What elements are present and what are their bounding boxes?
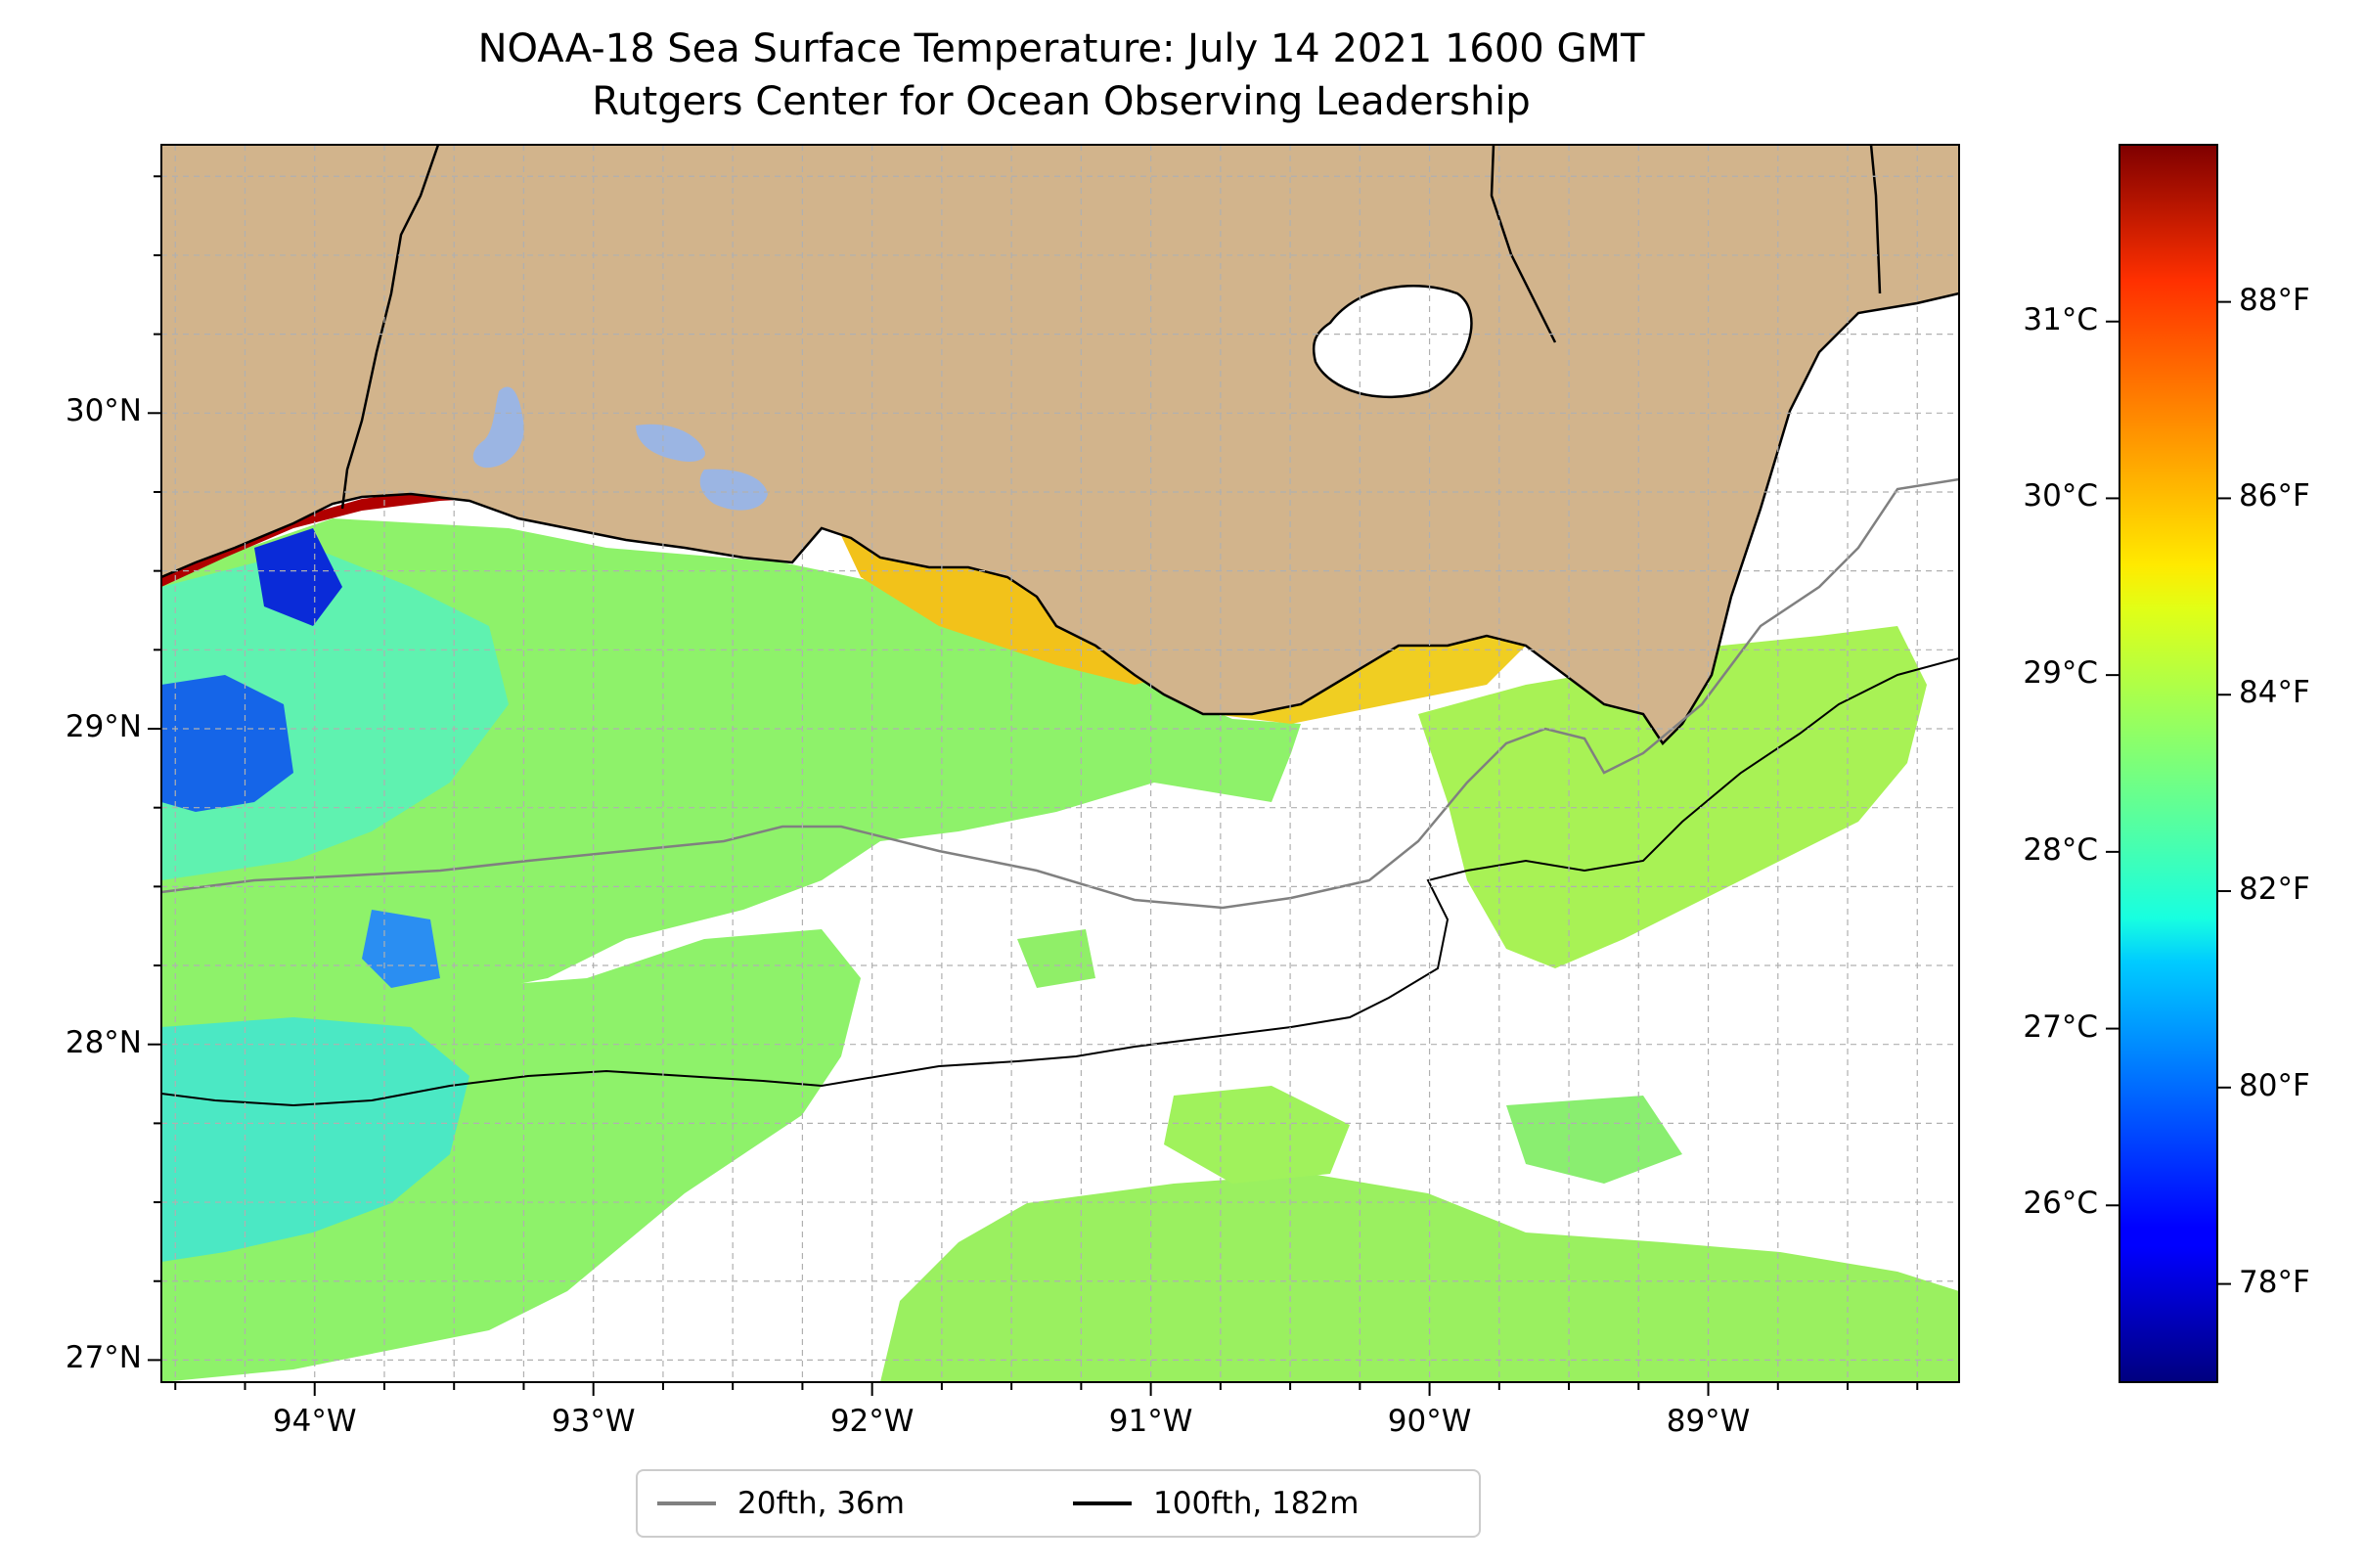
sst-patch xyxy=(161,675,293,812)
fahrenheit-tick-label: 82°F xyxy=(2239,872,2310,908)
isobath-20fth xyxy=(161,477,1959,910)
lat-tick-label: 28°N xyxy=(65,1024,142,1060)
lake xyxy=(1314,286,1472,397)
fahrenheit-tick-label: 86°F xyxy=(2239,478,2310,515)
legend-swatch-100fth xyxy=(1073,1501,1132,1505)
celsius-tick-label: 27°C xyxy=(2023,1008,2098,1045)
fahrenheit-tick-label: 84°F xyxy=(2239,675,2310,711)
lake xyxy=(472,386,524,469)
sst-patch xyxy=(1164,1086,1350,1184)
sst-patch xyxy=(161,1017,469,1262)
state-border xyxy=(1869,145,1882,294)
legend-label-100fth: 100fth, 182m xyxy=(1153,1486,1360,1521)
sst-patch xyxy=(880,1174,1959,1382)
lon-tick-label: 90°W xyxy=(1387,1404,1472,1439)
isobath-100fth xyxy=(161,657,1959,1107)
tick-marks xyxy=(148,175,2231,1396)
land-mass xyxy=(161,145,1959,743)
lake xyxy=(699,469,768,511)
celsius-tick-label: 31°C xyxy=(2023,301,2098,337)
colorbar xyxy=(2119,144,2218,1383)
lon-tick-label: 94°W xyxy=(272,1404,357,1439)
fahrenheit-tick-label: 78°F xyxy=(2239,1264,2310,1300)
celsius-tick-label: 30°C xyxy=(2023,478,2098,515)
sst-patch xyxy=(362,910,440,988)
plot-title: NOAA-18 Sea Surface Temperature: July 14… xyxy=(477,26,1645,71)
celsius-tick-label: 28°C xyxy=(2023,831,2098,868)
legend: 20fth, 36m 100fth, 182m xyxy=(636,1469,1481,1538)
lat-tick-label: 30°N xyxy=(65,393,142,429)
lon-tick-label: 92°W xyxy=(829,1404,915,1439)
gridlines xyxy=(161,145,1959,1382)
sst-patch xyxy=(1017,929,1095,988)
fahrenheit-tick-label: 88°F xyxy=(2239,282,2310,318)
lon-tick-label: 93°W xyxy=(551,1404,636,1439)
lon-tick-label: 91°W xyxy=(1108,1404,1193,1439)
lake xyxy=(636,424,705,462)
lon-tick-label: 89°W xyxy=(1666,1404,1751,1439)
sst-patch xyxy=(254,528,342,626)
legend-label-20fth: 20fth, 36m xyxy=(737,1486,905,1521)
map-frame xyxy=(160,144,1960,1383)
lat-tick-label: 27°N xyxy=(65,1340,142,1376)
legend-entry-20fth: 20fth, 36m xyxy=(657,1471,905,1536)
lat-tick-label: 29°N xyxy=(65,709,142,744)
legend-entry-100fth: 100fth, 182m xyxy=(1073,1471,1359,1536)
legend-swatch-20fth xyxy=(657,1501,716,1505)
celsius-tick-label: 29°C xyxy=(2023,655,2098,692)
fahrenheit-tick-label: 80°F xyxy=(2239,1067,2310,1103)
state-border xyxy=(1490,145,1557,343)
celsius-tick-label: 26°C xyxy=(2023,1186,2098,1222)
sst-patch xyxy=(1418,626,1927,968)
plot-subtitle: Rutgers Center for Ocean Observing Leade… xyxy=(592,79,1531,124)
